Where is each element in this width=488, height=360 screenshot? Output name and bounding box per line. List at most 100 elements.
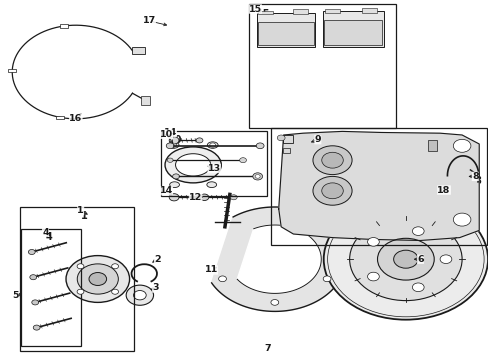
Circle shape <box>166 143 174 149</box>
Circle shape <box>77 264 118 294</box>
Text: 16: 16 <box>69 114 82 123</box>
Circle shape <box>367 272 379 281</box>
Text: 13: 13 <box>207 164 220 173</box>
Circle shape <box>323 199 487 320</box>
Bar <box>161 131 266 196</box>
Circle shape <box>30 275 37 280</box>
Ellipse shape <box>164 147 221 183</box>
Bar <box>60 24 68 28</box>
Circle shape <box>452 213 470 226</box>
Circle shape <box>196 138 203 143</box>
Bar <box>258 22 313 45</box>
Circle shape <box>312 146 351 175</box>
Text: 1: 1 <box>77 206 84 215</box>
Text: 9: 9 <box>314 135 321 144</box>
Circle shape <box>239 158 246 163</box>
Text: 5: 5 <box>12 292 19 300</box>
Circle shape <box>323 276 330 282</box>
Text: 18: 18 <box>436 186 450 195</box>
Circle shape <box>111 289 118 294</box>
Bar <box>322 11 383 47</box>
Text: 10: 10 <box>168 135 182 145</box>
Polygon shape <box>211 207 345 311</box>
Bar <box>256 13 315 47</box>
Text: 3: 3 <box>152 284 159 292</box>
Circle shape <box>170 143 176 147</box>
Circle shape <box>196 195 203 200</box>
Circle shape <box>411 227 423 235</box>
Bar <box>324 20 382 45</box>
Circle shape <box>411 283 423 292</box>
Text: 12: 12 <box>188 193 202 202</box>
Circle shape <box>230 195 237 200</box>
Circle shape <box>321 152 343 168</box>
Bar <box>258 11 272 14</box>
Ellipse shape <box>168 142 179 148</box>
Text: 4: 4 <box>45 232 52 242</box>
Ellipse shape <box>175 154 210 176</box>
Circle shape <box>169 137 179 144</box>
Bar <box>249 4 395 128</box>
Bar <box>325 9 339 13</box>
Text: 6: 6 <box>416 255 423 264</box>
Circle shape <box>126 285 153 305</box>
Circle shape <box>218 276 226 282</box>
Text: 10: 10 <box>160 130 172 139</box>
Text: 14: 14 <box>163 128 177 137</box>
Circle shape <box>377 238 433 280</box>
Circle shape <box>209 143 215 147</box>
Bar <box>141 96 150 105</box>
Circle shape <box>270 300 278 305</box>
Circle shape <box>321 183 343 199</box>
Circle shape <box>256 143 264 149</box>
Circle shape <box>277 135 285 141</box>
Text: 14: 14 <box>159 186 173 195</box>
Bar <box>293 9 307 14</box>
Circle shape <box>169 194 179 201</box>
Text: 1: 1 <box>81 211 87 221</box>
Text: 8: 8 <box>471 172 478 181</box>
Bar <box>56 116 64 119</box>
Ellipse shape <box>207 142 218 148</box>
Circle shape <box>312 176 351 205</box>
Ellipse shape <box>169 182 179 188</box>
Circle shape <box>439 255 451 264</box>
Bar <box>20 229 81 346</box>
Bar <box>282 135 293 143</box>
Bar <box>282 148 290 153</box>
Bar <box>361 8 376 13</box>
Text: 15: 15 <box>248 5 261 14</box>
Circle shape <box>367 238 379 246</box>
Text: 17: 17 <box>142 17 156 26</box>
Circle shape <box>66 256 129 302</box>
Bar <box>20 207 134 351</box>
Circle shape <box>252 173 262 180</box>
Circle shape <box>452 139 470 152</box>
Text: 4: 4 <box>42 228 49 237</box>
Bar <box>8 69 16 72</box>
Text: 15: 15 <box>256 9 270 19</box>
Circle shape <box>393 250 417 268</box>
Circle shape <box>172 174 179 179</box>
Text: 2: 2 <box>154 255 161 264</box>
Circle shape <box>255 175 260 178</box>
Bar <box>271 128 486 245</box>
Circle shape <box>200 194 208 201</box>
Ellipse shape <box>206 182 216 188</box>
Text: 11: 11 <box>204 266 218 274</box>
Circle shape <box>349 218 461 301</box>
Text: 7: 7 <box>264 344 271 353</box>
Polygon shape <box>278 131 478 240</box>
Circle shape <box>32 300 39 305</box>
Circle shape <box>77 264 84 269</box>
Bar <box>427 140 436 151</box>
Circle shape <box>133 291 146 300</box>
Circle shape <box>167 158 173 162</box>
Circle shape <box>89 273 106 285</box>
Circle shape <box>77 289 84 294</box>
Circle shape <box>111 264 118 269</box>
Bar <box>132 47 144 54</box>
Circle shape <box>28 249 35 255</box>
Circle shape <box>33 325 40 330</box>
Text: 8: 8 <box>473 176 480 186</box>
